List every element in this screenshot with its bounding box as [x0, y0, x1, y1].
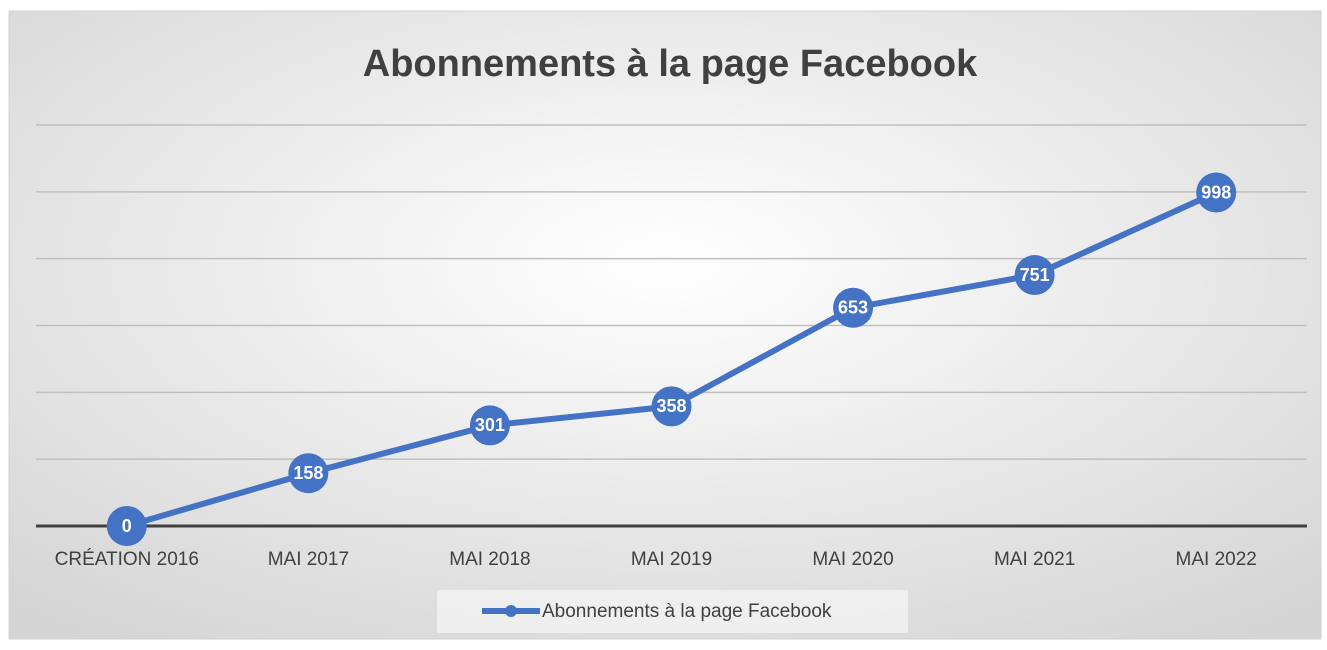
data-point [1196, 172, 1237, 213]
data-label: 301 [475, 415, 505, 435]
data-label: 358 [656, 396, 686, 416]
data-label: 998 [1201, 182, 1231, 202]
x-tick-label: MAI 2022 [1176, 549, 1257, 570]
x-tick-label: MAI 2020 [812, 549, 893, 570]
data-point [469, 405, 510, 446]
x-tick-label: CRÉATION 2016 [55, 549, 199, 570]
data-point [833, 287, 874, 328]
x-tick-label: MAI 2018 [449, 549, 530, 570]
x-tick-label: MAI 2021 [994, 549, 1075, 570]
data-label: 653 [838, 298, 868, 318]
x-tick-label: MAI 2017 [268, 549, 349, 570]
data-point [106, 506, 147, 546]
data-label: 751 [1020, 265, 1050, 285]
chart-title: Abonnements à la page Facebook [363, 43, 978, 85]
legend-marker [505, 605, 517, 617]
x-tick-label: MAI 2019 [631, 549, 712, 570]
data-point [288, 453, 329, 494]
data-point [1014, 255, 1055, 296]
data-label: 0 [122, 516, 132, 536]
legend-label: Abonnements à la page Facebook [542, 601, 832, 622]
data-label: 158 [293, 463, 323, 483]
data-point [651, 386, 692, 427]
